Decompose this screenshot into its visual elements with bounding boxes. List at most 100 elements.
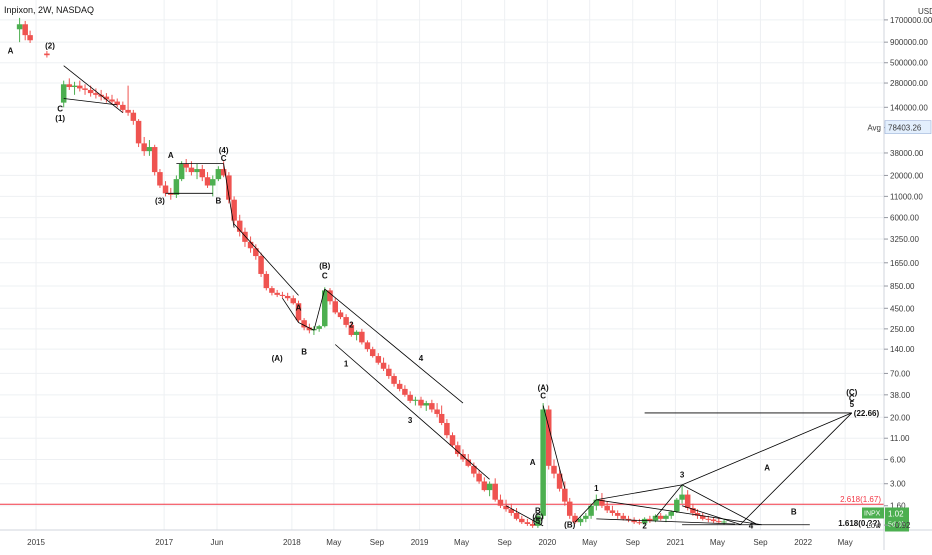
trend-line	[681, 484, 757, 525]
candle-body	[614, 513, 621, 516]
candle-body	[710, 519, 717, 522]
candle-body	[631, 520, 637, 523]
candle-body	[168, 193, 174, 195]
candle-body	[295, 303, 302, 321]
x-tick-label: 2017	[155, 538, 173, 547]
candle-body	[236, 220, 243, 232]
wave-label: (A)	[538, 383, 549, 392]
candle-body	[604, 505, 610, 511]
wave-label: (B)	[319, 262, 330, 271]
candle-body	[178, 163, 185, 180]
x-tick-label: May	[582, 538, 597, 547]
x-tick-label: May	[710, 538, 725, 547]
x-tick-label: Sep	[498, 538, 513, 547]
wave-label: 4	[749, 522, 754, 531]
candle-body	[434, 409, 440, 414]
candle-body	[694, 513, 701, 516]
candle-body	[306, 327, 313, 331]
wave-label: A	[8, 47, 14, 56]
price-axis[interactable]: 1700000.00 900000.00 500000.00 280000.00 140…	[883, 0, 932, 550]
candle-body	[486, 483, 493, 491]
candle-body	[77, 85, 83, 89]
candle-body	[705, 518, 712, 520]
candle-body	[120, 104, 126, 110]
price-badges: 78403.26 Avg INPX 1.02 5d 0h Low - 0.92	[862, 120, 932, 532]
candle-body	[566, 501, 573, 516]
x-tick-label: 2018	[283, 538, 301, 547]
candle-body	[199, 169, 206, 178]
candle-body	[343, 317, 349, 325]
candle-body	[540, 409, 546, 516]
avg-badge	[884, 120, 932, 134]
y-tick-label: 1.60	[890, 502, 906, 511]
candle-body	[114, 101, 120, 105]
candle-body	[93, 93, 99, 95]
candle-body	[529, 523, 536, 526]
candle-body	[332, 301, 339, 313]
x-tick-label: Sep	[370, 538, 385, 547]
y-tick-label: 3250.00	[890, 235, 919, 244]
wave-label: C	[849, 394, 855, 403]
candle-body	[364, 342, 371, 350]
low-label: Low	[866, 521, 881, 530]
trend-line	[681, 412, 852, 486]
candle-body	[162, 185, 169, 194]
candle-body	[599, 499, 605, 506]
candle-body	[679, 494, 685, 500]
symbol-label: INPX	[864, 510, 881, 517]
trend-line	[505, 505, 544, 527]
x-tick-label: 2021	[667, 538, 685, 547]
candle-body	[141, 143, 147, 152]
wave-label: 2	[349, 320, 354, 329]
candle-body	[82, 88, 88, 90]
trend-line	[574, 499, 597, 523]
x-tick-label: May	[326, 538, 341, 547]
candle-body	[263, 273, 270, 289]
fib-level: 2.618(1.67) 1.618(0.??)	[0, 495, 884, 528]
x-tick-label: Jun	[211, 538, 224, 547]
trend-line	[324, 288, 464, 404]
candle-body	[438, 413, 445, 423]
trend-line	[63, 65, 124, 114]
candle-body	[449, 435, 456, 446]
candle-body	[454, 445, 461, 455]
trend-line	[655, 484, 683, 518]
wave-label: (3)	[155, 196, 165, 205]
wave-label: A	[168, 151, 174, 160]
candle-body	[353, 331, 360, 335]
candles	[16, 17, 727, 528]
candle-body	[71, 85, 78, 88]
candle-body	[396, 383, 403, 389]
wave-label: (2)	[45, 42, 55, 51]
trend-line	[334, 344, 490, 480]
candle-body	[716, 521, 722, 523]
candle-body	[253, 248, 259, 257]
y-tick-label: 140.00	[890, 345, 915, 354]
candle-body	[577, 518, 584, 523]
x-tick-label: May	[454, 538, 469, 547]
candle-body	[269, 288, 275, 293]
trend-line	[298, 322, 315, 331]
candle-body	[66, 84, 73, 88]
candle-body	[460, 454, 466, 460]
grid-lines	[0, 0, 884, 530]
wave-label: B	[791, 507, 797, 516]
candle-body	[423, 403, 430, 406]
candle-body	[130, 112, 137, 121]
wave-label: (5)	[533, 517, 543, 526]
y-tick-label: 1650.00	[890, 259, 919, 268]
trend-line	[596, 499, 762, 526]
trend-line	[596, 484, 683, 501]
y-tick-label: 6.00	[890, 455, 906, 464]
candle-body	[524, 522, 531, 524]
candle-body	[492, 483, 498, 500]
time-axis[interactable]: 2015 2017 Jun 2018 May Sep 2019 May Sep 2020 May Se…	[0, 529, 932, 547]
wave-label: C	[221, 154, 227, 163]
candle-body	[27, 35, 33, 41]
current-price-badge	[885, 507, 909, 532]
fib-low-label: 1.618(0.??)	[838, 519, 880, 528]
candle-body	[519, 518, 525, 523]
candle-body	[545, 409, 552, 466]
candle-body	[380, 362, 387, 369]
